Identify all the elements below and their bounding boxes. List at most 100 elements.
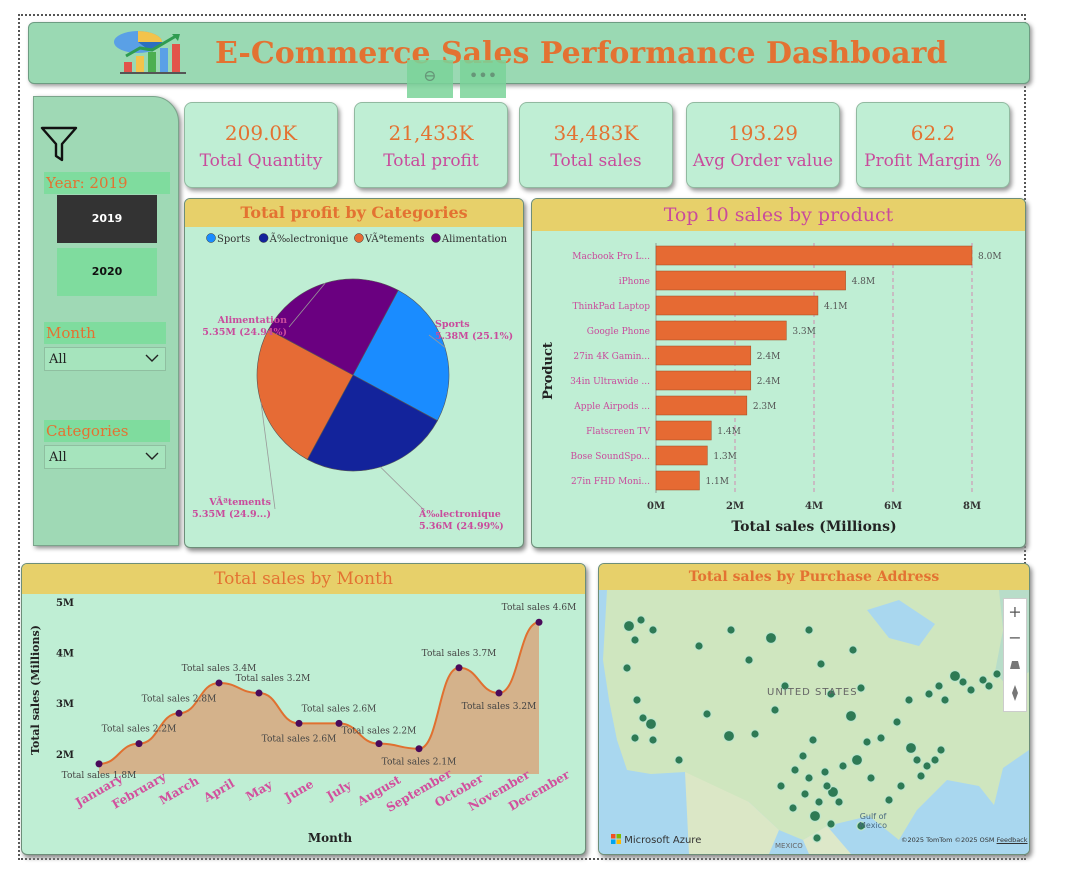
sales-map[interactable] [599, 590, 1029, 854]
map-bubble[interactable] [838, 761, 848, 771]
map-bubble[interactable] [638, 713, 648, 723]
year-button-2020[interactable]: 2020 [57, 248, 157, 296]
map-bubble[interactable] [632, 695, 642, 705]
focus-mode-button[interactable]: ⊖ [407, 60, 453, 98]
map-compass-button[interactable] [1004, 679, 1026, 707]
categories-dropdown[interactable]: All [44, 445, 166, 469]
map-bubble[interactable] [808, 735, 818, 745]
map-bubble[interactable] [812, 833, 822, 843]
map-bubble[interactable] [722, 729, 736, 743]
map-bubble[interactable] [750, 729, 760, 739]
data-point[interactable] [415, 745, 423, 753]
data-point[interactable] [215, 679, 223, 687]
month-dropdown[interactable]: All [44, 347, 166, 371]
top10-sales-card[interactable]: Top 10 sales by product 0M 2M 4M 6M 8M Macboo… [531, 198, 1026, 548]
map-bubble[interactable] [904, 741, 918, 755]
bar[interactable] [655, 320, 787, 341]
profit-by-categories-card[interactable]: Total profit by Categories Sports Ã‰lectr… [184, 198, 524, 548]
map-bubble[interactable] [966, 685, 976, 695]
map-bubble[interactable] [798, 751, 808, 761]
map-bubble[interactable] [930, 755, 940, 765]
legend-label[interactable]: Alimentation [441, 234, 508, 245]
data-point[interactable] [95, 760, 103, 768]
year-button-2019[interactable]: 2019 [57, 195, 157, 243]
map-bubble[interactable] [896, 781, 906, 791]
map-bubble[interactable] [992, 669, 1002, 679]
map-bubble[interactable] [834, 797, 844, 807]
bar[interactable] [655, 345, 752, 366]
bar[interactable] [655, 445, 708, 466]
map-bubble[interactable] [848, 645, 858, 655]
sales-by-month-card[interactable]: Total sales by Month 2M 3M 4M 5M Total sales… [21, 563, 586, 855]
map-bubble[interactable] [862, 737, 872, 747]
map-bubble[interactable] [856, 683, 866, 693]
map-bubble[interactable] [922, 761, 932, 771]
map-bubble[interactable] [820, 767, 830, 777]
legend-label[interactable]: Sports [217, 234, 250, 245]
bar[interactable] [655, 295, 819, 316]
map-bubble[interactable] [924, 689, 934, 699]
map-bubble[interactable] [780, 681, 790, 691]
map-tilt-button[interactable] [1004, 651, 1026, 679]
map-bubble[interactable] [790, 765, 800, 775]
bar[interactable] [655, 395, 748, 416]
map-bubble[interactable] [948, 669, 962, 683]
data-point[interactable] [535, 618, 543, 626]
map-bubble[interactable] [764, 631, 778, 645]
bar[interactable] [655, 370, 752, 391]
data-point[interactable] [455, 664, 463, 672]
map-bubble[interactable] [644, 717, 658, 731]
bar[interactable] [655, 245, 973, 266]
map-bubble[interactable] [636, 615, 646, 625]
map-bubble[interactable] [934, 681, 944, 691]
map-feedback-link[interactable]: Feedback [996, 836, 1028, 844]
map-bubble[interactable] [630, 635, 640, 645]
map-bubble[interactable] [912, 755, 922, 765]
map-zoom-out-button[interactable]: − [1008, 628, 1022, 647]
map-bubble[interactable] [844, 709, 858, 723]
data-point[interactable] [335, 719, 343, 727]
map-zoom-in-button[interactable]: + [1008, 602, 1022, 621]
map-bubble[interactable] [816, 659, 826, 669]
map-bubble[interactable] [916, 771, 926, 781]
legend-label[interactable]: VÃªtements [364, 233, 424, 245]
bar[interactable] [655, 270, 846, 291]
map-bubble[interactable] [804, 625, 814, 635]
map-bubble[interactable] [694, 641, 704, 651]
more-options-button[interactable]: ••• [460, 60, 506, 98]
map-bubble[interactable] [884, 795, 894, 805]
map-bubble[interactable] [622, 663, 632, 673]
map-bubble[interactable] [776, 781, 786, 791]
map-bubble[interactable] [984, 681, 994, 691]
pie-slice[interactable] [256, 329, 354, 460]
map-bubble[interactable] [826, 819, 836, 829]
map-bubble[interactable] [958, 677, 968, 687]
map-bubble[interactable] [814, 797, 824, 807]
data-point[interactable] [175, 709, 183, 717]
map-bubble[interactable] [866, 773, 876, 783]
map-bubble[interactable] [904, 695, 914, 705]
data-point[interactable] [135, 740, 143, 748]
map-bubble[interactable] [808, 809, 822, 823]
data-point[interactable] [495, 689, 503, 697]
map-bubble[interactable] [674, 755, 684, 765]
map-bubble[interactable] [940, 695, 950, 705]
map-bubble[interactable] [648, 735, 658, 745]
map-bubble[interactable] [826, 689, 836, 699]
pie-slice[interactable] [306, 374, 438, 472]
data-point[interactable] [255, 689, 263, 697]
map-bubble[interactable] [800, 789, 810, 799]
map-bubble[interactable] [622, 619, 636, 633]
map-bubble[interactable] [978, 675, 988, 685]
map-bubble[interactable] [726, 625, 736, 635]
map-bubble[interactable] [850, 753, 864, 767]
map-bubble[interactable] [648, 625, 658, 635]
map-bubble[interactable] [788, 803, 798, 813]
map-bubble[interactable] [876, 733, 886, 743]
data-point[interactable] [295, 719, 303, 727]
map-bubble[interactable] [822, 781, 832, 791]
map-bubble[interactable] [856, 821, 866, 831]
map-bubble[interactable] [744, 655, 754, 665]
legend-label[interactable]: Ã‰lectronique [269, 233, 349, 245]
bar[interactable] [655, 420, 712, 441]
